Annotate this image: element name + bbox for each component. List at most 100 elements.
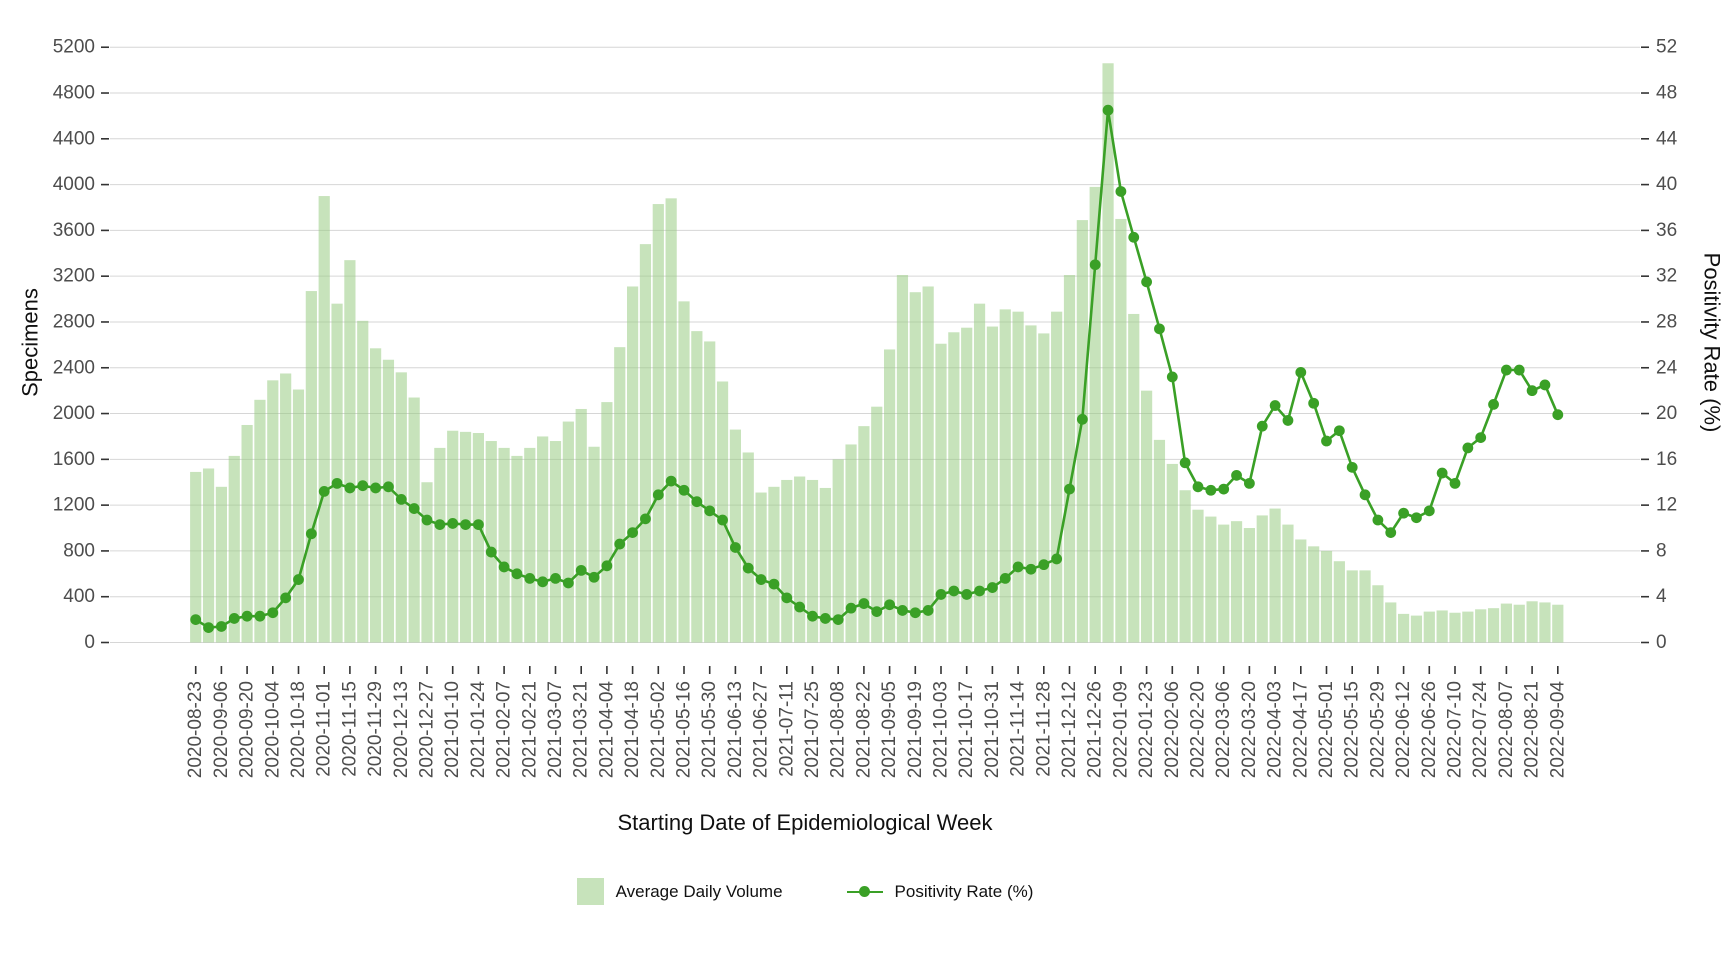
positivity-point [280, 592, 292, 604]
positivity-point [1089, 259, 1101, 271]
positivity-line-icon [846, 878, 883, 905]
positivity-point [562, 577, 574, 589]
volume-bar [305, 291, 317, 643]
positivity-point [1436, 467, 1448, 479]
volume-bar [459, 431, 472, 643]
positivity-point [974, 585, 985, 597]
volume-bar [973, 303, 986, 643]
positivity-point [331, 477, 343, 489]
volume-bar [280, 373, 292, 643]
positivity-point [588, 571, 600, 583]
x-tick-label: 2022-02-06 [1162, 681, 1183, 778]
volume-bar [1128, 313, 1140, 643]
positivity-point [1398, 507, 1409, 519]
volume-bar [922, 286, 934, 643]
right-tick-label: 20 [1656, 403, 1677, 424]
positivity-point [1372, 514, 1384, 526]
volume-bar [1526, 601, 1538, 643]
x-tick-label: 2021-05-30 [699, 681, 720, 778]
left-tick-label: 3600 [53, 220, 95, 241]
volume-bar [845, 444, 857, 643]
positivity-point [344, 482, 356, 494]
positivity-point [1256, 420, 1268, 432]
volume-bar [652, 204, 664, 643]
x-tick-label: 2021-05-16 [674, 681, 695, 778]
left-tick-label: 2000 [53, 403, 95, 424]
volume-bar [1539, 602, 1551, 643]
x-tick-label: 2021-04-04 [596, 681, 617, 779]
positivity-point [447, 518, 459, 529]
x-tick-label: 2022-06-12 [1393, 681, 1414, 778]
legend-item-volume: Average Daily Volume [576, 878, 783, 905]
volume-bar [614, 347, 626, 643]
positivity-point [730, 542, 741, 553]
volume-bar [781, 479, 793, 643]
volume-bar [1487, 608, 1500, 643]
right-tick-label: 16 [1656, 449, 1677, 470]
positivity-point [819, 613, 831, 624]
positivity-point [1051, 553, 1063, 565]
x-tick-label: 2021-08-08 [828, 681, 849, 778]
positivity-point [1539, 379, 1551, 391]
positivity-point [1321, 435, 1332, 447]
volume-bar [1295, 539, 1307, 643]
positivity-point [1218, 483, 1230, 495]
volume-bar [832, 459, 844, 643]
positivity-point [999, 572, 1011, 584]
volume-bar [447, 430, 459, 643]
volume-bar [1282, 524, 1294, 643]
x-tick-label: 2020-09-20 [237, 681, 258, 778]
volume-bar [742, 452, 754, 643]
volume-bar [871, 406, 883, 643]
positivity-point [884, 599, 895, 611]
volume-bar [1038, 333, 1050, 643]
volume-bar [549, 441, 562, 643]
x-axis-title: Starting Date of Epidemiological Week [617, 810, 993, 835]
positivity-point [1038, 559, 1050, 571]
volume-bar [421, 482, 433, 643]
left-tick-label: 400 [63, 586, 95, 607]
positivity-point [305, 528, 317, 540]
x-tick-label: 2022-05-01 [1316, 681, 1337, 778]
volume-bar [408, 397, 420, 643]
volume-bar [1513, 604, 1525, 643]
volume-bar [1076, 220, 1088, 643]
x-tick-label: 2021-12-12 [1059, 681, 1080, 778]
volume-bar [948, 332, 960, 643]
x-tick-label: 2021-02-21 [519, 681, 540, 778]
volume-bar [190, 471, 202, 643]
volume-bar [768, 486, 780, 643]
right-tick-label: 32 [1656, 266, 1677, 287]
x-tick-label: 2021-07-11 [776, 681, 797, 777]
positivity-point [203, 622, 214, 634]
right-tick-label: 52 [1656, 37, 1677, 58]
positivity-point [1154, 323, 1165, 335]
x-tick-label: 2021-01-10 [442, 681, 463, 778]
volume-bar [639, 244, 652, 643]
x-tick-label: 2020-11-01 [314, 681, 335, 777]
volume-bar [909, 292, 921, 643]
positivity-point [871, 606, 883, 617]
volume-bar [704, 341, 716, 643]
volume-bar [1423, 611, 1435, 643]
volume-bar [1141, 390, 1153, 643]
x-tick-label: 2021-03-21 [571, 681, 592, 778]
positivity-point [511, 568, 523, 580]
positivity-point [627, 527, 638, 539]
volume-bar [1346, 570, 1358, 643]
positivity-point [601, 560, 613, 572]
volume-bar [1385, 602, 1397, 643]
right-tick-label: 12 [1656, 495, 1677, 516]
left-tick-label: 800 [63, 540, 95, 561]
legend-item-positivity: Positivity Rate (%) [846, 878, 1033, 905]
volume-bar [434, 447, 446, 643]
positivity-point [665, 475, 677, 487]
positivity-point [1501, 364, 1512, 376]
legend: Average Daily Volume Positivity Rate (%) [110, 878, 1500, 905]
volume-bar [665, 198, 677, 643]
volume-bar [1102, 63, 1114, 643]
positivity-point [1385, 527, 1397, 539]
positivity-point [1282, 415, 1294, 426]
volume-bar [228, 455, 240, 643]
